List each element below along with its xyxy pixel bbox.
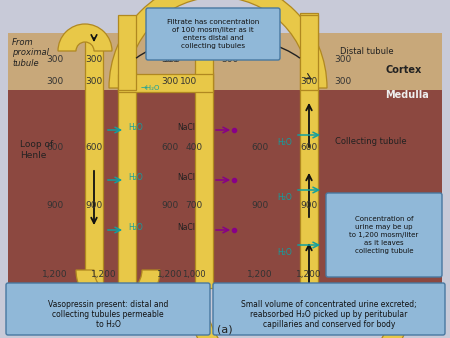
Text: 1,000: 1,000 [182, 270, 206, 280]
Text: H₂O: H₂O [128, 123, 143, 132]
Text: 1,200: 1,200 [296, 270, 322, 280]
Text: NaCl: NaCl [177, 123, 195, 132]
Text: →H₂O: →H₂O [141, 85, 160, 91]
Text: 700: 700 [185, 200, 202, 210]
Text: Small volume of concentrated urine excreted;: Small volume of concentrated urine excre… [241, 300, 417, 309]
Bar [8, 90, 442, 288]
FancyBboxPatch shape [213, 283, 445, 335]
Text: 900: 900 [301, 200, 318, 210]
Text: 600: 600 [301, 144, 318, 152]
Text: 600: 600 [162, 144, 179, 152]
Bar [300, 13, 318, 308]
Bar [195, 33, 213, 90]
Bar [118, 15, 136, 90]
Text: 100: 100 [180, 77, 198, 87]
Text: 900: 900 [252, 200, 269, 210]
FancyBboxPatch shape [326, 193, 442, 277]
Bar [85, 33, 103, 288]
Text: Medulla: Medulla [385, 90, 429, 100]
Text: 300: 300 [46, 55, 63, 65]
Text: H₂O: H₂O [277, 248, 292, 257]
Text: 300: 300 [162, 55, 179, 65]
Wedge shape [58, 24, 112, 51]
Text: Concentration of
urine may be up
to 1,200 mosm/liter
as it leaves
collecting tub: Concentration of urine may be up to 1,20… [349, 216, 418, 254]
Bar [300, 15, 318, 90]
Bar [195, 72, 213, 288]
Text: 600: 600 [46, 144, 63, 152]
Text: H₂O: H₂O [128, 223, 143, 233]
Text: 300: 300 [163, 55, 180, 65]
Text: 300: 300 [301, 77, 318, 87]
Bar [8, 33, 442, 288]
Text: 300: 300 [162, 77, 179, 87]
Text: capillaries and conserved for body: capillaries and conserved for body [263, 320, 395, 329]
Text: H₂O: H₂O [277, 138, 292, 147]
Text: Loop of
Henle: Loop of Henle [20, 140, 53, 160]
Text: collecting tubules permeable: collecting tubules permeable [52, 310, 164, 319]
Wedge shape [186, 288, 414, 338]
Text: 600: 600 [86, 144, 103, 152]
Text: to H₂O: to H₂O [95, 320, 121, 329]
Text: 300: 300 [46, 77, 63, 87]
Text: 1,200: 1,200 [42, 270, 68, 280]
Text: H₂O: H₂O [277, 193, 292, 202]
FancyBboxPatch shape [146, 8, 280, 60]
Text: 300: 300 [86, 55, 103, 65]
Text: 300: 300 [334, 55, 351, 65]
Bar [118, 72, 136, 288]
Wedge shape [76, 270, 160, 312]
Text: 1,200: 1,200 [247, 270, 273, 280]
Text: From
proximal
tubule: From proximal tubule [12, 38, 49, 68]
Text: Distal tubule: Distal tubule [340, 48, 394, 56]
Text: (a): (a) [217, 324, 233, 334]
Text: 600: 600 [252, 144, 269, 152]
Text: 300: 300 [86, 77, 103, 87]
Text: 1,200: 1,200 [91, 270, 117, 280]
Text: reabsorbed H₂O picked up by peritubular: reabsorbed H₂O picked up by peritubular [250, 310, 408, 319]
Text: Vasopressin present: distal and: Vasopressin present: distal and [48, 300, 168, 309]
Text: NaCl: NaCl [177, 173, 195, 183]
Text: Cortex: Cortex [385, 65, 421, 75]
Text: Collecting tubule: Collecting tubule [335, 138, 407, 146]
Text: 300: 300 [334, 77, 351, 87]
FancyBboxPatch shape [6, 283, 210, 335]
Text: 900: 900 [46, 200, 63, 210]
Text: 1,200: 1,200 [157, 270, 183, 280]
Text: 400: 400 [185, 144, 202, 152]
Bar [118, 74, 213, 92]
Text: H₂O: H₂O [128, 173, 143, 183]
Text: 300: 300 [221, 55, 239, 65]
Text: 900: 900 [162, 200, 179, 210]
Text: Filtrate has concentration
of 100 mosm/liter as it
enters distal and
collecting : Filtrate has concentration of 100 mosm/l… [167, 19, 259, 49]
Text: NaCl: NaCl [177, 223, 195, 233]
Text: 900: 900 [86, 200, 103, 210]
Wedge shape [109, 0, 327, 88]
